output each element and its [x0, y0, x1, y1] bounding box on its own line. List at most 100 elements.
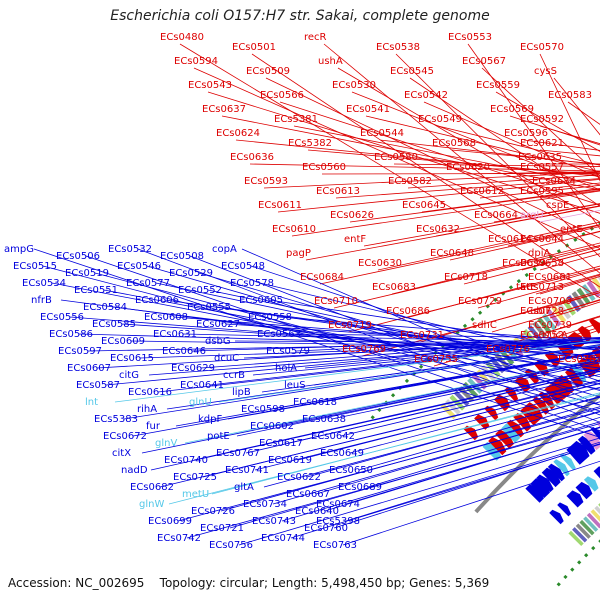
reverse-gene-arrow — [559, 453, 576, 471]
leader-line — [221, 115, 600, 191]
leader-line — [236, 360, 600, 437]
leader-line — [259, 282, 600, 364]
leader-line — [159, 380, 600, 488]
gene-label: nadD — [121, 465, 148, 476]
gene-label: ECs0726 — [191, 506, 235, 517]
gene-label: ECs0592 — [520, 114, 564, 125]
leader-line — [306, 396, 600, 478]
gene-label: ECs0568 — [432, 138, 476, 149]
gene-label: ECs0642 — [311, 431, 355, 442]
reverse-gene-arrow — [536, 474, 554, 493]
gene-label: nfrB — [31, 295, 52, 306]
leader-line — [479, 184, 600, 199]
gene-label: ECs0596 — [504, 128, 548, 139]
gene-label: ECs5382 — [288, 138, 332, 149]
gene-label: ECs0630 — [358, 258, 402, 269]
cog-segment — [542, 313, 557, 331]
gene-label: ECs0541 — [346, 104, 390, 115]
gene-label: ECs0534 — [22, 278, 66, 289]
accession-text: Accession: NC_002695 — [8, 576, 145, 590]
leader-line — [277, 178, 600, 213]
gene-label: ECs0609 — [101, 336, 145, 347]
leader-line — [335, 178, 600, 199]
cog-segment — [590, 509, 600, 522]
cog-segment — [568, 530, 584, 547]
leader-line — [467, 43, 600, 230]
leader-line — [351, 91, 600, 191]
leader-line — [437, 125, 600, 166]
leader-line — [164, 299, 600, 362]
gene-label: ECs0595 — [520, 186, 564, 197]
leader-line — [451, 149, 600, 165]
gene-label: ECs0557 — [520, 162, 564, 173]
leader-line — [179, 43, 600, 299]
leader-line — [193, 67, 600, 249]
gene-label: ECs0605 — [239, 295, 283, 306]
gene-label: ushA — [318, 56, 343, 67]
gene-label: ECs0509 — [246, 66, 290, 77]
gene-label: lipB — [232, 387, 251, 398]
gene-label: ECs0646 — [162, 346, 206, 357]
gene-label: ECs0549 — [418, 114, 462, 125]
gene-label: cspE — [546, 200, 569, 211]
leader-line — [307, 149, 600, 176]
gene-label: ECs0741 — [225, 465, 269, 476]
cog-segment — [575, 523, 591, 539]
gene-label: entE — [560, 224, 583, 235]
gene-label: ECs0480 — [160, 32, 204, 43]
map-footer: Accession: NC_002695 Topology: circular;… — [8, 576, 489, 590]
leader-line — [347, 267, 600, 333]
gene-label: ECs0610 — [272, 224, 316, 235]
leader-line — [361, 292, 600, 357]
gene-label: dcuC — [214, 353, 239, 364]
leader-line — [130, 340, 600, 348]
gene-label: ECs0555 — [187, 302, 231, 313]
forward-gene-arrow — [484, 405, 499, 421]
leader-line — [177, 407, 600, 522]
leader-line — [567, 101, 600, 125]
leader-line — [150, 369, 600, 471]
gene-label: ECs0578 — [230, 278, 274, 289]
gene-label: ECs0740 — [164, 455, 208, 466]
gene-label: ECs0587 — [76, 380, 120, 391]
cog-segment — [571, 291, 586, 309]
leader-line — [200, 337, 600, 369]
gene-label: ECs0567 — [462, 56, 506, 67]
leader-line — [265, 77, 600, 239]
gene-label: ECs0742 — [157, 533, 201, 544]
gene-label: ECs0649 — [320, 448, 364, 459]
label-leaders — [33, 43, 600, 546]
gene-label: ECs0728 — [520, 306, 564, 317]
gene-label: ECs0538 — [376, 42, 420, 53]
gene-label: ECs0684 — [300, 272, 344, 283]
leader-line — [539, 125, 600, 145]
gene-label: ECs0622 — [277, 472, 321, 483]
leader-line — [358, 401, 600, 471]
leader-line — [263, 396, 600, 488]
gene-label: copA — [212, 244, 237, 255]
gene-label: ECs0632 — [416, 224, 460, 235]
gene-label: ECs0615 — [110, 353, 154, 364]
gene-label: ECs0506 — [56, 251, 100, 262]
gene-label: ECs0627 — [196, 319, 240, 330]
gene-label: citG — [119, 370, 139, 381]
gene-label: ECs0686 — [386, 306, 430, 317]
gene-label: holA — [275, 363, 297, 374]
gene-label: sdhC — [472, 320, 497, 331]
gene-label: ECs0709 — [528, 296, 572, 307]
gene-label: ECs0559 — [476, 80, 520, 91]
gene-label: ECs0508 — [160, 251, 204, 262]
leader-line — [539, 53, 600, 182]
gene-label: ECs0530 — [332, 80, 376, 91]
gene-label: ECs0620 — [446, 162, 490, 173]
leader-line — [407, 174, 600, 189]
gene-label: ECs0542 — [404, 90, 448, 101]
gene-label: ECs0611 — [258, 200, 302, 211]
reverse-gene-arrow — [583, 476, 599, 492]
gene-label: ccrB — [223, 370, 245, 381]
gene-label: ECs0725 — [173, 472, 217, 483]
gene-label: ECs0734 — [243, 499, 287, 510]
reverse-gene-arrow — [549, 509, 564, 525]
